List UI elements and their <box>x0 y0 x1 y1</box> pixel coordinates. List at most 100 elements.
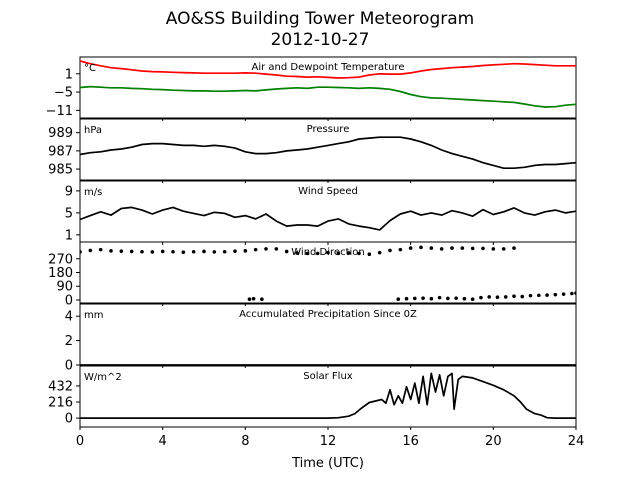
data-point <box>574 291 576 295</box>
data-point <box>537 293 541 298</box>
data-point <box>413 296 417 301</box>
y-tick-label: −11 <box>46 104 73 119</box>
data-point <box>253 247 258 252</box>
data-point <box>150 250 155 254</box>
data-point <box>421 296 425 300</box>
data-point <box>109 249 113 253</box>
x-tick-label: 24 <box>568 434 585 449</box>
data-point <box>446 296 450 301</box>
plot-area <box>80 60 576 108</box>
data-point <box>305 251 310 256</box>
data-point <box>419 245 423 250</box>
unit-label: W/m^2 <box>84 372 122 383</box>
data-point <box>570 291 574 296</box>
y-tick-label: 1 <box>65 228 73 243</box>
data-point <box>429 296 434 301</box>
data-point <box>495 295 500 300</box>
data-point <box>545 293 549 297</box>
y-tick-label: 216 <box>48 396 73 411</box>
panel-1: 989 987 985 hPa Pressure <box>48 118 577 183</box>
data-point <box>481 246 485 251</box>
data-point <box>437 295 442 300</box>
panel-title: Wind Speed <box>298 186 358 197</box>
unit-label: °C <box>84 63 96 74</box>
data-point <box>491 247 496 251</box>
data-point <box>454 296 458 300</box>
y-tick-label: 0 <box>65 359 73 374</box>
series-line-0 <box>80 136 576 170</box>
data-point <box>129 249 134 254</box>
data-point <box>212 250 217 254</box>
y-tick-label: 432 <box>48 379 73 394</box>
data-point <box>88 248 93 253</box>
data-point <box>439 247 444 251</box>
data-point <box>202 249 206 254</box>
x-tick-label: 4 <box>159 434 167 449</box>
y-tick-label: 5 <box>65 206 73 221</box>
panel-title: Air and Dewpoint Temperature <box>252 62 405 73</box>
x-axis-label: Time (UTC) <box>291 456 364 471</box>
plot-area <box>80 206 576 231</box>
data-point <box>222 249 227 254</box>
y-tick-label: 180 <box>48 266 73 281</box>
panel-4: 4 2 0 mm Accumulated Precipitation Since 0Z <box>65 303 577 374</box>
y-tick-label: 1 <box>65 67 73 82</box>
y-tick-label: 90 <box>56 280 73 295</box>
data-point <box>295 251 299 255</box>
data-point <box>408 246 413 250</box>
data-point <box>429 246 434 250</box>
y-tick-label: 9 <box>65 184 73 199</box>
data-point <box>501 247 506 251</box>
data-point <box>80 250 82 254</box>
data-point <box>553 292 558 297</box>
plot-area <box>80 136 576 170</box>
series-line-0 <box>80 206 576 231</box>
data-point <box>528 293 533 298</box>
unit-label: m/s <box>84 187 102 198</box>
x-tick-label: 0 <box>76 434 84 449</box>
data-point <box>171 249 175 254</box>
data-point <box>326 250 330 255</box>
data-point <box>191 249 196 254</box>
data-point <box>388 248 392 253</box>
figure-date: 2012-10-27 <box>271 30 370 50</box>
data-point <box>404 296 409 301</box>
unit-label: hPa <box>84 125 102 136</box>
plot-area <box>80 372 576 419</box>
y-tick-label: 985 <box>48 163 73 178</box>
data-point <box>470 297 475 301</box>
data-point <box>503 295 508 299</box>
data-point <box>160 249 165 254</box>
data-point <box>520 294 525 299</box>
data-point <box>181 250 186 255</box>
unit-label: mm <box>84 310 103 321</box>
panel-title: Accumulated Precipitation Since 0Z <box>239 309 417 320</box>
figure-title: AO&SS Building Tower Meteorogram <box>166 9 474 29</box>
data-point <box>357 251 361 256</box>
series-line-0 <box>80 372 576 419</box>
data-point <box>377 250 382 255</box>
data-point <box>260 297 264 301</box>
x-tick-label: 12 <box>320 434 337 449</box>
panel-2: 9 5 1 m/s Wind Speed <box>65 180 577 245</box>
data-point <box>264 247 268 251</box>
series-line-1 <box>80 85 576 108</box>
data-point <box>470 246 475 251</box>
data-point <box>479 295 483 300</box>
data-point <box>315 251 320 256</box>
x-tick-label: 20 <box>485 434 502 449</box>
data-point <box>243 249 248 253</box>
data-point <box>140 249 144 254</box>
data-point <box>512 246 516 250</box>
y-tick-label: 2 <box>65 334 73 349</box>
data-point <box>247 297 252 301</box>
panel-0: 1 −5 −11 °C Air and Dewpoint Temperature <box>46 56 577 121</box>
y-tick-label: 4 <box>65 310 73 325</box>
data-point <box>561 292 566 296</box>
data-point <box>462 296 467 301</box>
x-tick-label: 8 <box>241 434 249 449</box>
data-point <box>367 252 372 256</box>
data-point <box>274 247 279 251</box>
